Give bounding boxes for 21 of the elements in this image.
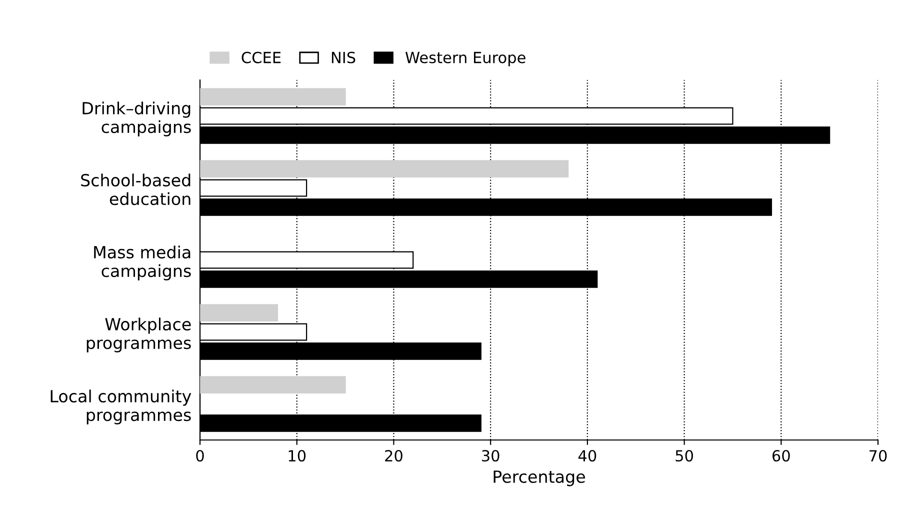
x-tick-label: 30 xyxy=(482,450,500,462)
legend-label: NIS xyxy=(332,52,356,64)
legend-label: CCEE xyxy=(242,52,281,64)
y-tick-label: Drink–driving campaigns xyxy=(82,102,191,136)
x-tick-label: 60 xyxy=(772,450,790,462)
y-tick-label: Mass media campaigns xyxy=(94,246,191,280)
bar xyxy=(200,304,278,322)
y-tick-label: School-based education xyxy=(81,174,190,206)
y-tick-label: Local community programmes xyxy=(50,390,192,424)
y-tick-label: Workplace programmes xyxy=(86,318,191,352)
bar xyxy=(200,88,346,106)
x-tick-label: 50 xyxy=(676,450,693,462)
bar xyxy=(200,160,569,178)
x-tick-label: 40 xyxy=(578,450,596,462)
legend-label: Western Europe xyxy=(405,52,526,66)
x-tick-label: 70 xyxy=(870,450,887,462)
x-tick-label: 0 xyxy=(196,450,204,462)
bar xyxy=(200,376,346,394)
x-axis-title: Percentage xyxy=(494,470,585,486)
x-tick-label: 10 xyxy=(288,450,306,462)
x-tick-label: 20 xyxy=(385,450,402,462)
